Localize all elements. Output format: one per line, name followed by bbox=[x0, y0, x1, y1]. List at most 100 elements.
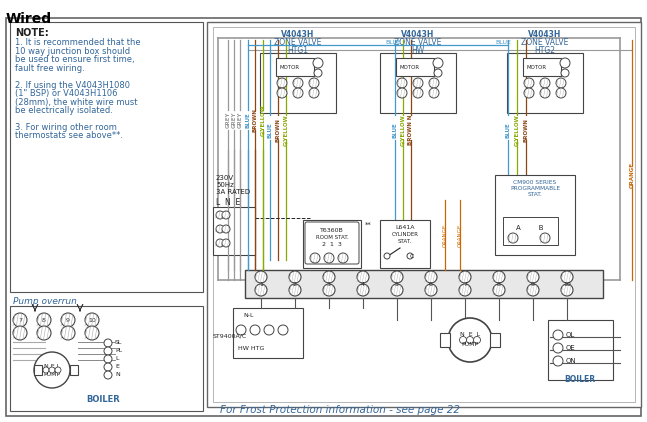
Text: BROWN: BROWN bbox=[523, 118, 529, 142]
Text: ZONE VALVE: ZONE VALVE bbox=[274, 38, 322, 47]
Circle shape bbox=[397, 88, 407, 98]
Circle shape bbox=[553, 330, 563, 340]
Circle shape bbox=[55, 367, 61, 373]
Circle shape bbox=[13, 313, 27, 327]
Text: Wired: Wired bbox=[6, 12, 52, 26]
Text: CYLINDER: CYLINDER bbox=[391, 232, 419, 237]
Text: MOTOR: MOTOR bbox=[400, 65, 420, 70]
Circle shape bbox=[49, 367, 55, 373]
Text: 9: 9 bbox=[531, 281, 535, 287]
Text: BLUE: BLUE bbox=[245, 112, 250, 128]
Text: STAT.: STAT. bbox=[398, 239, 412, 244]
Bar bbox=[276, 58, 314, 76]
Circle shape bbox=[524, 78, 534, 88]
Text: 9: 9 bbox=[66, 317, 70, 322]
Circle shape bbox=[277, 88, 287, 98]
Text: T6360B: T6360B bbox=[320, 228, 344, 233]
Text: G/YELLOW: G/YELLOW bbox=[283, 114, 289, 146]
Circle shape bbox=[553, 343, 563, 353]
Bar bbox=[207, 22, 641, 407]
Circle shape bbox=[413, 78, 423, 88]
Circle shape bbox=[434, 69, 442, 77]
Circle shape bbox=[236, 325, 246, 335]
Bar bbox=[495, 175, 575, 255]
Text: thermostats see above**.: thermostats see above**. bbox=[15, 132, 123, 141]
Circle shape bbox=[61, 326, 75, 340]
Text: be electrically isolated.: be electrically isolated. bbox=[15, 106, 113, 115]
Bar bbox=[10, 306, 203, 411]
Bar bbox=[260, 53, 336, 113]
Circle shape bbox=[104, 371, 112, 379]
Text: BROWN: BROWN bbox=[276, 118, 281, 142]
Circle shape bbox=[384, 253, 390, 259]
Bar bbox=[34, 365, 42, 375]
Text: 7: 7 bbox=[463, 281, 467, 287]
Text: BLUE: BLUE bbox=[267, 122, 272, 138]
Circle shape bbox=[397, 78, 407, 88]
Circle shape bbox=[338, 253, 348, 263]
Circle shape bbox=[43, 367, 49, 373]
Text: N-L: N-L bbox=[243, 313, 254, 318]
Bar bbox=[396, 58, 434, 76]
Text: N  E  L: N E L bbox=[460, 332, 480, 336]
Bar bbox=[245, 270, 603, 298]
Text: MOTOR: MOTOR bbox=[280, 65, 300, 70]
Circle shape bbox=[104, 355, 112, 363]
Text: BLUE: BLUE bbox=[505, 122, 510, 138]
Circle shape bbox=[561, 284, 573, 296]
Circle shape bbox=[34, 352, 70, 388]
Circle shape bbox=[429, 78, 439, 88]
Circle shape bbox=[540, 233, 550, 243]
Text: HW HTG: HW HTG bbox=[238, 346, 264, 351]
Text: GREY: GREY bbox=[226, 112, 230, 128]
Circle shape bbox=[85, 326, 99, 340]
Text: BROWN N: BROWN N bbox=[408, 115, 413, 145]
Circle shape bbox=[391, 271, 403, 283]
Text: PUMP: PUMP bbox=[43, 371, 61, 376]
Text: C: C bbox=[410, 254, 414, 259]
Text: BOILER: BOILER bbox=[86, 395, 120, 404]
Circle shape bbox=[264, 325, 274, 335]
Text: ORANGE: ORANGE bbox=[443, 223, 448, 246]
Text: Pump overrun: Pump overrun bbox=[13, 297, 77, 306]
Circle shape bbox=[222, 225, 230, 233]
Text: 3: 3 bbox=[327, 281, 331, 287]
Bar bbox=[10, 22, 203, 292]
Bar bbox=[380, 53, 456, 113]
Text: 1: 1 bbox=[259, 281, 263, 287]
Text: PUMP: PUMP bbox=[461, 343, 479, 347]
Circle shape bbox=[314, 69, 322, 77]
Text: **: ** bbox=[365, 222, 372, 228]
Circle shape bbox=[323, 271, 335, 283]
Text: BLUE: BLUE bbox=[393, 122, 397, 138]
Circle shape bbox=[448, 318, 492, 362]
Text: 1. It is recommended that the: 1. It is recommended that the bbox=[15, 38, 140, 47]
Circle shape bbox=[527, 284, 539, 296]
Text: L  N  E: L N E bbox=[216, 198, 240, 207]
Text: BLUE: BLUE bbox=[495, 40, 511, 44]
Text: 230V
50Hz
3A RATED: 230V 50Hz 3A RATED bbox=[216, 175, 250, 195]
Circle shape bbox=[104, 339, 112, 347]
Text: G/YELLOW: G/YELLOW bbox=[261, 104, 265, 136]
Circle shape bbox=[561, 271, 573, 283]
Circle shape bbox=[309, 88, 319, 98]
Text: BLUE: BLUE bbox=[385, 40, 401, 44]
Text: E: E bbox=[115, 365, 119, 370]
Circle shape bbox=[459, 336, 466, 344]
Text: 6: 6 bbox=[429, 281, 433, 287]
Circle shape bbox=[493, 284, 505, 296]
Text: NOTE:: NOTE: bbox=[15, 28, 49, 38]
Text: OL: OL bbox=[566, 332, 575, 338]
Circle shape bbox=[391, 284, 403, 296]
Circle shape bbox=[250, 325, 260, 335]
Circle shape bbox=[407, 253, 413, 259]
Text: BROWN: BROWN bbox=[252, 108, 258, 132]
Text: BOILER: BOILER bbox=[564, 375, 595, 384]
Text: HW: HW bbox=[411, 46, 424, 55]
Text: 10: 10 bbox=[563, 281, 571, 287]
Circle shape bbox=[540, 78, 550, 88]
Text: ZONE VALVE: ZONE VALVE bbox=[394, 38, 442, 47]
Text: A        B: A B bbox=[516, 225, 543, 231]
Text: ST9400A/C: ST9400A/C bbox=[213, 333, 247, 338]
Text: G/YELLOW: G/YELLOW bbox=[400, 114, 406, 146]
